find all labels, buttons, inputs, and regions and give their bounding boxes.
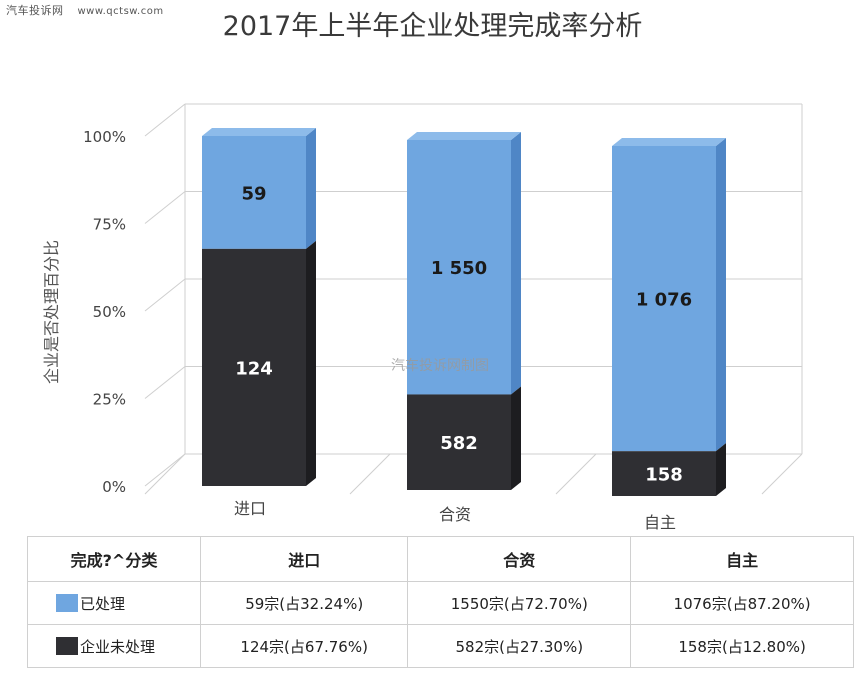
table-header-row: 完成?^分类 进口 合资 自主 — [27, 536, 854, 582]
center-watermark: 汽车投诉网制图 — [391, 357, 489, 374]
bar-unprocessed-side — [716, 443, 726, 496]
gridline — [144, 453, 186, 487]
table-header-cell: 合资 — [407, 536, 632, 582]
y-axis-label: 企业是否处理百分比 — [42, 240, 61, 384]
bar-processed — [202, 136, 306, 249]
chart-bars — [202, 128, 726, 496]
floor-divider — [555, 453, 597, 495]
table-header-cell: 完成?^分类 — [27, 536, 201, 582]
bar-processed-side — [716, 138, 726, 452]
table-row: 企业未处理 124宗(占67.76%) 582宗(占27.30%) 158宗(占… — [27, 624, 854, 668]
y-tick-label: 50% — [93, 303, 126, 321]
gridline — [144, 366, 186, 399]
y-tick-label: 75% — [93, 216, 126, 234]
floor-divider — [761, 453, 803, 495]
gridline — [144, 278, 186, 312]
bar-processed-side — [306, 128, 316, 249]
data-label-unprocessed: 124 — [235, 358, 273, 379]
bar-processed — [612, 146, 716, 452]
bar-processed-top — [407, 132, 521, 140]
stacked-bar-chart: 0% 25% 50% 75% 100% 59 124 进口 1 550 582 合资 1 076 15… — [42, 103, 803, 532]
site-url: www.qctsw.com — [77, 6, 164, 17]
bar-unprocessed — [407, 394, 511, 490]
table-header-cell: 自主 — [630, 536, 854, 582]
data-label-processed: 1 076 — [636, 290, 692, 311]
table-cell: 158宗(占12.80%) — [630, 624, 854, 668]
y-tick-label: 0% — [102, 478, 126, 496]
x-tick-label: 进口 — [234, 499, 266, 518]
bar-unprocessed-side — [511, 386, 521, 490]
floor-divider — [349, 453, 391, 495]
data-label-unprocessed: 158 — [645, 465, 683, 486]
data-label-unprocessed: 582 — [440, 433, 478, 454]
y-tick-label: 25% — [93, 391, 126, 409]
y-axis-ticks: 0% 25% 50% 75% 100% — [83, 128, 126, 496]
data-label-processed: 1 550 — [431, 258, 487, 279]
gridline — [144, 191, 186, 224]
bar-processed-side — [511, 132, 521, 395]
floor-divider — [144, 453, 186, 495]
bar-processed-top — [612, 138, 726, 146]
legend-cell-processed: 已处理 — [27, 581, 201, 625]
bar-processed — [407, 140, 511, 395]
bar-unprocessed-side — [306, 240, 316, 486]
row-label: 已处理 — [80, 594, 126, 613]
unprocessed-swatch — [56, 636, 78, 655]
y-tick-label: 100% — [83, 128, 126, 146]
table-row: 已处理 59宗(占32.24%) 1550宗(占72.70%) 1076宗(占8… — [27, 581, 854, 625]
x-tick-label: 合资 — [439, 505, 471, 524]
table-cell: 124宗(占67.76%) — [199, 624, 409, 668]
data-table: 完成?^分类 进口 合资 自主 已处理 59宗(占32.24%) 1550宗(占… — [27, 536, 854, 668]
processed-swatch — [56, 593, 78, 612]
bar-unprocessed — [202, 248, 306, 486]
table-cell: 1550宗(占72.70%) — [407, 581, 632, 625]
row-label: 企业未处理 — [80, 637, 156, 656]
table-cell: 582宗(占27.30%) — [407, 624, 632, 668]
legend-cell-unprocessed: 企业未处理 — [27, 624, 201, 668]
x-tick-label: 自主 — [644, 513, 676, 532]
table-cell: 59宗(占32.24%) — [199, 581, 409, 625]
table-header-cell: 进口 — [199, 536, 409, 582]
data-label-processed: 59 — [241, 183, 266, 204]
gridline — [144, 103, 186, 137]
chart-labels: 59 124 进口 1 550 582 合资 1 076 158 自主 — [234, 183, 692, 532]
table-cell: 1076宗(占87.20%) — [630, 581, 854, 625]
site-name: 汽车投诉网 — [6, 4, 64, 17]
chart-title: 2017年上半年企业处理完成率分析 — [222, 11, 643, 42]
bar-processed-top — [202, 128, 316, 136]
site-watermark: 汽车投诉网 www.qctsw.com — [6, 2, 164, 18]
bar-unprocessed — [612, 451, 716, 496]
